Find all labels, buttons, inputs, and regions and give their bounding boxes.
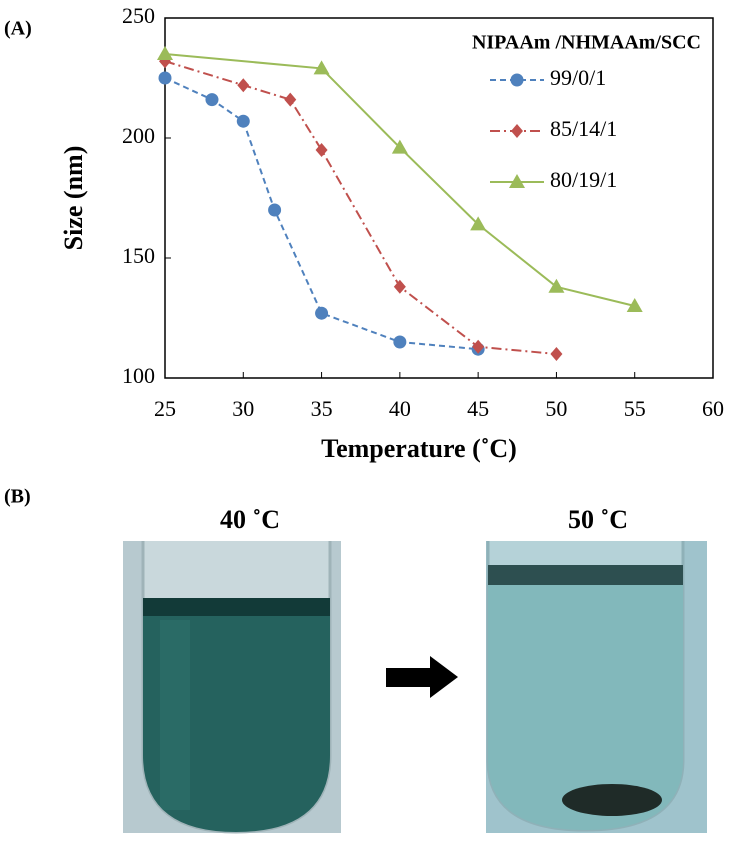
y-tick-label: 250 [122, 3, 155, 28]
data-point [472, 339, 485, 354]
series-line [164, 53, 635, 307]
x-tick-label: 60 [702, 396, 724, 421]
x-tick-label: 35 [311, 396, 333, 421]
x-tick-label: 55 [624, 396, 646, 421]
legend-marker [510, 73, 524, 87]
x-axis-title: Temperature (˚C) [321, 434, 517, 463]
data-point [315, 306, 329, 320]
data-point [158, 71, 172, 85]
series-line [164, 60, 557, 355]
y-tick-label: 200 [122, 123, 155, 148]
data-point [268, 203, 282, 217]
data-point [157, 46, 173, 60]
legend-label: 85/14/1 [550, 116, 617, 141]
data-point [393, 279, 406, 294]
y-axis-title: Size (nm) [59, 146, 88, 251]
panel-label: (B) [4, 486, 31, 508]
legend-marker [511, 124, 523, 138]
data-point [391, 139, 408, 154]
x-tick-label: 45 [467, 396, 489, 421]
data-point [205, 93, 219, 107]
data-point [313, 60, 330, 75]
data-point [315, 143, 328, 157]
panel-label: (A) [4, 18, 32, 40]
photo [486, 541, 707, 833]
legend-label: 99/0/1 [550, 65, 606, 90]
y-tick-label: 100 [122, 363, 155, 388]
data-point [284, 92, 297, 107]
plot-frame [164, 17, 714, 379]
data-point [550, 347, 563, 361]
data-point [626, 298, 643, 312]
x-tick-label: 40 [389, 396, 411, 421]
photo [123, 541, 341, 834]
data-point [470, 216, 487, 231]
photo-label: 50 ˚C [568, 505, 628, 534]
data-point [393, 335, 407, 349]
legend-label: 80/19/1 [550, 167, 617, 192]
legend-marker [509, 174, 525, 188]
photo-label: 40 ˚C [220, 505, 280, 534]
data-point [548, 278, 565, 293]
x-tick-label: 30 [232, 396, 254, 421]
data-point [237, 78, 250, 93]
data-point [236, 114, 250, 128]
legend-title: NIPAAm /NHMAAm/SCC [472, 32, 701, 54]
y-tick-label: 150 [122, 243, 155, 268]
x-tick-label: 25 [154, 396, 176, 421]
arrow [386, 656, 458, 698]
x-tick-label: 50 [545, 396, 567, 421]
